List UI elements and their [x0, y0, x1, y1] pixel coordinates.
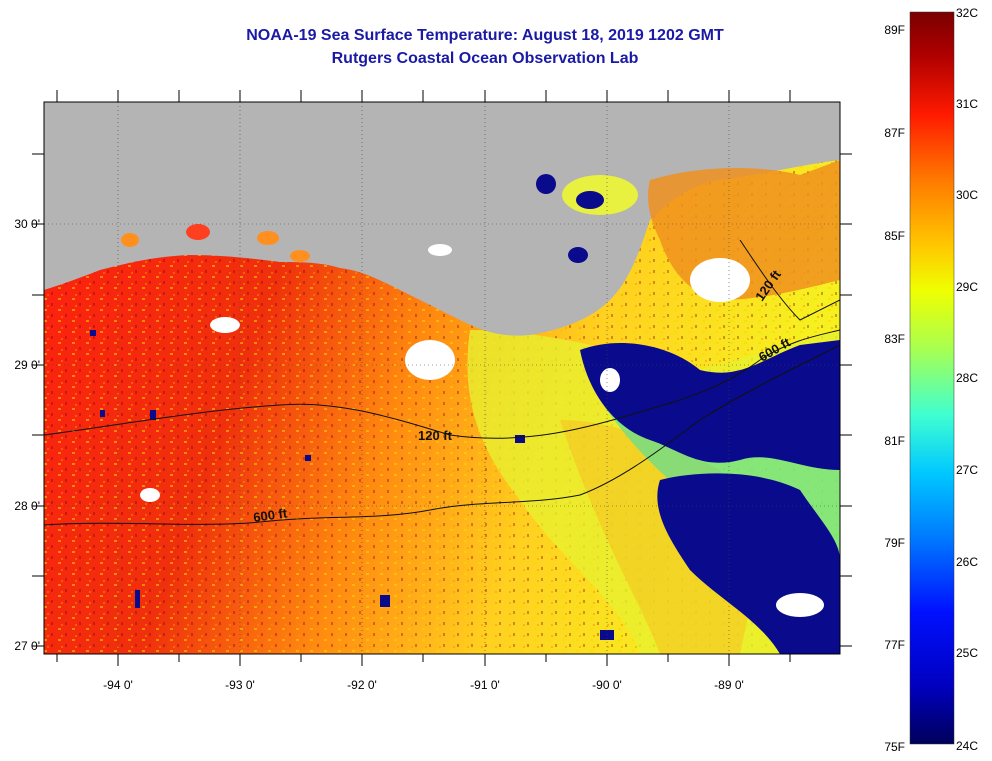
- cloud: [690, 258, 750, 302]
- cold-patch-east: [580, 340, 840, 470]
- map-image: [44, 102, 840, 654]
- colorbar-c-label: 24C: [956, 739, 979, 753]
- cloud: [600, 368, 620, 392]
- cold-patch: [775, 372, 835, 408]
- lake-cold: [536, 174, 556, 194]
- colorbar-c-label: 31C: [956, 97, 979, 111]
- colorbar-f-label: 75F: [884, 740, 905, 754]
- lake: [186, 224, 210, 240]
- colorbar-c-label: 30C: [956, 188, 979, 202]
- colorbar-c-label: 29C: [956, 280, 979, 294]
- cloud: [140, 488, 160, 502]
- colorbar-f-label: 89F: [884, 23, 905, 37]
- colorbar-c-label: 25C: [956, 646, 979, 660]
- colorbar-f-label: 83F: [884, 332, 905, 346]
- colorbar-f-label: 79F: [884, 536, 905, 550]
- cloud: [428, 244, 452, 256]
- coastal-waters: [648, 160, 840, 300]
- colorbar-f-label: 85F: [884, 229, 905, 243]
- cloud: [405, 340, 455, 380]
- lake: [257, 231, 279, 245]
- lake-cold: [576, 191, 604, 209]
- map-frame: [43, 101, 841, 655]
- lon-label: -94 0': [103, 678, 133, 692]
- colorbar-c-label: 32C: [956, 6, 979, 20]
- lon-label: -89 0': [714, 678, 744, 692]
- isobath-120ft: [44, 329, 840, 439]
- lon-label: -93 0': [225, 678, 255, 692]
- lon-label: -90 0': [592, 678, 622, 692]
- lat-label: 28 0': [14, 499, 40, 513]
- lat-label: 29 0': [14, 358, 40, 372]
- colorbar-f-label: 81F: [884, 434, 905, 448]
- lake-cold: [568, 247, 588, 263]
- colorbar-c-label: 28C: [956, 371, 979, 385]
- graticule: [44, 102, 840, 654]
- lake: [121, 233, 139, 247]
- land-mass: [44, 102, 840, 336]
- cloud: [776, 593, 824, 617]
- lon-label: -91 0': [470, 678, 500, 692]
- colorbar: [910, 12, 954, 744]
- lon-label: -92 0': [347, 678, 377, 692]
- colorbar-c-label: 27C: [956, 463, 979, 477]
- lat-label: 27 0': [14, 639, 40, 653]
- cloud: [210, 317, 240, 333]
- isobath-600ft: [44, 344, 840, 526]
- colorbar-frame: [909, 11, 955, 745]
- colorbar-f-label: 87F: [884, 126, 905, 140]
- map-title: NOAA-19 Sea Surface Temperature: August …: [246, 27, 724, 44]
- lat-label: 30 0': [14, 217, 40, 231]
- isobath-label: 600 ft: [252, 505, 288, 525]
- colorbar-c-label: 26C: [956, 555, 979, 569]
- lake: [290, 250, 310, 262]
- isobath-label: 120 ft: [418, 428, 453, 443]
- isobath-120ft-east: [739, 239, 840, 321]
- map-subtitle: Rutgers Coastal Ocean Observation Lab: [331, 50, 639, 67]
- axis-ticks: [32, 90, 852, 666]
- colorbar-f-label: 77F: [884, 638, 905, 652]
